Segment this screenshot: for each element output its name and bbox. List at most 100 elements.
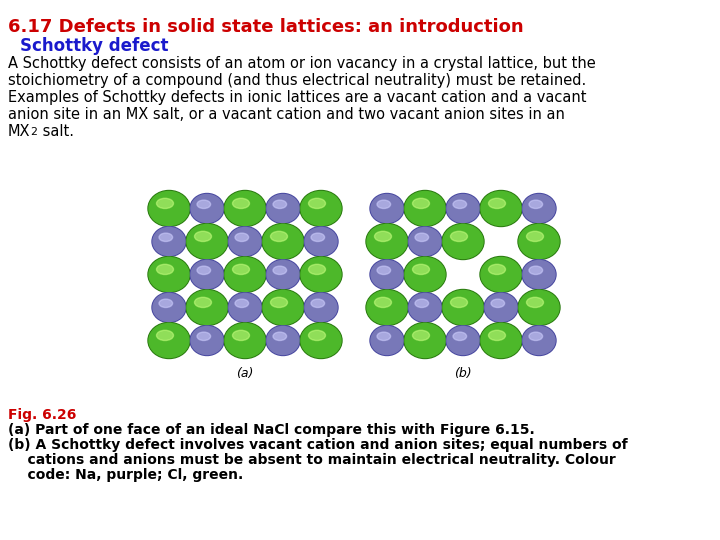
- Ellipse shape: [518, 289, 560, 326]
- Text: MX: MX: [8, 124, 30, 139]
- Ellipse shape: [300, 322, 342, 359]
- Ellipse shape: [300, 256, 342, 293]
- Ellipse shape: [405, 192, 445, 226]
- Ellipse shape: [190, 326, 224, 355]
- Ellipse shape: [190, 193, 224, 224]
- Ellipse shape: [371, 260, 403, 288]
- Ellipse shape: [271, 298, 287, 307]
- Ellipse shape: [149, 258, 189, 292]
- Ellipse shape: [153, 227, 185, 255]
- Ellipse shape: [488, 264, 505, 274]
- Ellipse shape: [481, 323, 521, 357]
- Text: (a) Part of one face of an ideal NaCl compare this with Figure 6.15.: (a) Part of one face of an ideal NaCl co…: [8, 423, 535, 437]
- Ellipse shape: [451, 298, 467, 307]
- Text: cations and anions must be absent to maintain electrical neutrality. Colour: cations and anions must be absent to mai…: [8, 453, 616, 467]
- Ellipse shape: [233, 198, 250, 208]
- Ellipse shape: [453, 200, 467, 208]
- Ellipse shape: [273, 200, 287, 208]
- Text: anion site in an MX salt, or a vacant cation and two vacant anion sites in an: anion site in an MX salt, or a vacant ca…: [8, 107, 565, 122]
- Ellipse shape: [233, 264, 250, 274]
- Ellipse shape: [409, 227, 441, 255]
- Ellipse shape: [481, 258, 521, 292]
- Ellipse shape: [523, 260, 555, 288]
- Ellipse shape: [415, 299, 428, 307]
- Text: Examples of Schottky defects in ionic lattices are a vacant cation and a vacant: Examples of Schottky defects in ionic la…: [8, 90, 587, 105]
- Ellipse shape: [374, 298, 392, 307]
- Ellipse shape: [446, 193, 480, 224]
- Ellipse shape: [153, 294, 185, 321]
- Ellipse shape: [480, 191, 522, 226]
- Ellipse shape: [235, 299, 248, 307]
- Ellipse shape: [480, 256, 522, 293]
- Ellipse shape: [235, 233, 248, 241]
- Ellipse shape: [485, 294, 517, 321]
- Ellipse shape: [308, 198, 325, 208]
- Ellipse shape: [370, 260, 404, 289]
- Ellipse shape: [148, 191, 190, 226]
- Ellipse shape: [413, 330, 430, 341]
- Ellipse shape: [413, 264, 430, 274]
- Ellipse shape: [266, 260, 300, 289]
- Ellipse shape: [523, 194, 555, 222]
- Ellipse shape: [156, 330, 174, 341]
- Ellipse shape: [191, 260, 223, 288]
- Ellipse shape: [308, 330, 325, 341]
- Ellipse shape: [159, 299, 173, 307]
- Ellipse shape: [267, 260, 299, 288]
- Ellipse shape: [370, 326, 404, 355]
- Ellipse shape: [266, 193, 300, 224]
- Ellipse shape: [224, 256, 266, 293]
- Ellipse shape: [301, 192, 341, 226]
- Ellipse shape: [446, 326, 480, 355]
- Ellipse shape: [305, 227, 337, 255]
- Ellipse shape: [442, 224, 484, 260]
- Ellipse shape: [491, 299, 505, 307]
- Text: (a): (a): [236, 367, 253, 380]
- Ellipse shape: [404, 256, 446, 293]
- Ellipse shape: [519, 291, 559, 325]
- Ellipse shape: [443, 291, 483, 325]
- Ellipse shape: [377, 200, 391, 208]
- Ellipse shape: [194, 231, 212, 241]
- Ellipse shape: [228, 226, 262, 256]
- Ellipse shape: [519, 225, 559, 259]
- Ellipse shape: [522, 193, 556, 224]
- Ellipse shape: [304, 293, 338, 322]
- Text: stoichiometry of a compound (and thus electrical neutrality) must be retained.: stoichiometry of a compound (and thus el…: [8, 73, 586, 88]
- Ellipse shape: [484, 293, 518, 322]
- Ellipse shape: [451, 231, 467, 241]
- Text: (b) A Schottky defect involves vacant cation and anion sites; equal numbers of: (b) A Schottky defect involves vacant ca…: [8, 438, 628, 452]
- Ellipse shape: [273, 332, 287, 341]
- Ellipse shape: [229, 227, 261, 255]
- Ellipse shape: [273, 266, 287, 274]
- Ellipse shape: [404, 191, 446, 226]
- Ellipse shape: [377, 332, 391, 341]
- Ellipse shape: [522, 260, 556, 289]
- Text: (b): (b): [454, 367, 472, 380]
- Ellipse shape: [301, 258, 341, 292]
- Ellipse shape: [443, 225, 483, 259]
- Ellipse shape: [447, 194, 479, 222]
- Text: Schottky defect: Schottky defect: [20, 37, 168, 55]
- Ellipse shape: [262, 289, 304, 326]
- Ellipse shape: [186, 224, 228, 260]
- Ellipse shape: [371, 327, 403, 354]
- Ellipse shape: [262, 224, 304, 260]
- Text: salt.: salt.: [37, 124, 73, 139]
- Ellipse shape: [526, 298, 544, 307]
- Ellipse shape: [197, 332, 211, 341]
- Ellipse shape: [366, 224, 408, 260]
- Ellipse shape: [225, 258, 265, 292]
- Ellipse shape: [156, 198, 174, 208]
- Ellipse shape: [300, 191, 342, 226]
- Ellipse shape: [370, 193, 404, 224]
- Ellipse shape: [413, 198, 430, 208]
- Text: A Schottky defect consists of an atom or ion vacancy in a crystal lattice, but t: A Schottky defect consists of an atom or…: [8, 56, 595, 71]
- Ellipse shape: [526, 231, 544, 241]
- Ellipse shape: [377, 266, 391, 274]
- Ellipse shape: [366, 289, 408, 326]
- Ellipse shape: [518, 224, 560, 260]
- Ellipse shape: [149, 192, 189, 226]
- Ellipse shape: [523, 327, 555, 354]
- Ellipse shape: [488, 198, 505, 208]
